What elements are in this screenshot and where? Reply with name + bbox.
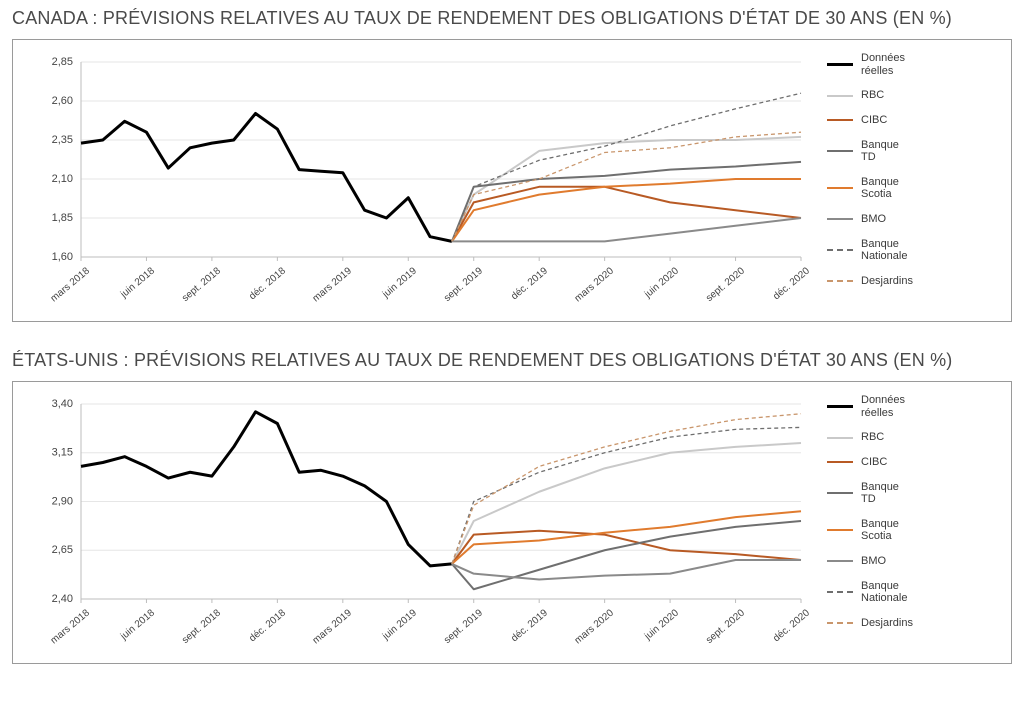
legend-label: Banque TD (861, 139, 913, 164)
chart-svg: 2,40 2,65 2,90 3,15 3,40 (23, 390, 809, 659)
legend-label: Données réelles (861, 394, 913, 419)
legend-label: BMO (861, 555, 886, 568)
legend-swatch (827, 622, 853, 624)
y-tick-label: 2,60 (52, 95, 73, 107)
series-line (452, 93, 801, 241)
legend-label: Banque Scotia (861, 518, 913, 543)
legend-item: BMO (827, 555, 913, 568)
legend-item: Desjardins (827, 275, 913, 288)
chart-frame-canada: 1,601,852,102,352,602,85mars 2018juin 20… (12, 39, 1012, 322)
legend-swatch (827, 280, 853, 282)
legend-label: Banque Scotia (861, 176, 913, 201)
legend-label: BMO (861, 213, 886, 226)
y-tick-label: 2,40 (52, 593, 73, 605)
legend-swatch (827, 591, 853, 593)
y-tick-label: 1,60 (52, 251, 73, 263)
series-line (81, 412, 452, 566)
legend-item: Banque Nationale (827, 580, 913, 605)
plot-usa: 2,402,652,903,153,40mars 2018juin 2018se… (23, 390, 809, 659)
legend-swatch (827, 249, 853, 251)
series-line (452, 179, 801, 241)
series-line (452, 137, 801, 242)
legend-swatch (827, 119, 853, 121)
legend-swatch (827, 187, 853, 189)
y-tick-label: 2,85 (52, 56, 73, 68)
legend-label: RBC (861, 89, 884, 102)
legend-swatch (827, 63, 853, 66)
legend-canada: Données réelles RBC CIBC Banque TD Banque Sc… (827, 48, 913, 288)
y-tick-label: 1,85 (52, 212, 73, 224)
chart-svg: 1,60 1,85 2,10 2,35 2,60 2,85 (23, 48, 809, 317)
legend-label: Banque TD (861, 481, 913, 506)
plot-canada: 1,601,852,102,352,602,85mars 2018juin 20… (23, 48, 809, 317)
series-line (452, 218, 801, 241)
legend-label: Banque Nationale (861, 580, 913, 605)
legend-item: CIBC (827, 114, 913, 127)
legend-item: Banque Scotia (827, 518, 913, 543)
legend-item: Banque TD (827, 139, 913, 164)
legend-swatch (827, 218, 853, 220)
legend-usa: Données réelles RBC CIBC Banque TD Banque Sc… (827, 390, 913, 630)
legend-swatch (827, 405, 853, 408)
legend-label: Desjardins (861, 617, 913, 630)
legend-swatch (827, 560, 853, 562)
legend-item: Données réelles (827, 394, 913, 419)
legend-item: BMO (827, 213, 913, 226)
y-tick-label: 3,15 (52, 447, 73, 459)
chart-frame-usa: 2,402,652,903,153,40mars 2018juin 2018se… (12, 381, 1012, 664)
chart-title-usa: ÉTATS-UNIS : PRÉVISIONS RELATIVES AU TAU… (12, 350, 1012, 371)
legend-label: RBC (861, 431, 884, 444)
legend-item: Banque Nationale (827, 238, 913, 263)
chart-title-canada: CANADA : PRÉVISIONS RELATIVES AU TAUX DE… (12, 8, 1012, 29)
legend-label: Desjardins (861, 275, 913, 288)
series-line (452, 187, 801, 242)
y-tick-label: 2,65 (52, 544, 73, 556)
legend-item: Données réelles (827, 52, 913, 77)
legend-label: CIBC (861, 456, 887, 469)
legend-item: CIBC (827, 456, 913, 469)
legend-item: Banque Scotia (827, 176, 913, 201)
legend-item: RBC (827, 89, 913, 102)
legend-swatch (827, 492, 853, 494)
legend-item: RBC (827, 431, 913, 444)
legend-swatch (827, 461, 853, 463)
chart-usa: ÉTATS-UNIS : PRÉVISIONS RELATIVES AU TAU… (12, 350, 1012, 664)
series-line (452, 560, 801, 580)
chart-canada: CANADA : PRÉVISIONS RELATIVES AU TAUX DE… (12, 8, 1012, 322)
legend-swatch (827, 437, 853, 439)
y-tick-label: 3,40 (52, 398, 73, 410)
legend-item: Banque TD (827, 481, 913, 506)
legend-label: Données réelles (861, 52, 913, 77)
legend-swatch (827, 150, 853, 152)
legend-label: Banque Nationale (861, 238, 913, 263)
legend-label: CIBC (861, 114, 887, 127)
series-line (452, 414, 801, 564)
legend-item: Desjardins (827, 617, 913, 630)
y-tick-label: 2,35 (52, 134, 73, 146)
legend-swatch (827, 95, 853, 97)
y-tick-label: 2,90 (52, 495, 73, 507)
y-tick-label: 2,10 (52, 173, 73, 185)
series-line (81, 113, 452, 241)
legend-swatch (827, 529, 853, 531)
series-line (452, 531, 801, 564)
